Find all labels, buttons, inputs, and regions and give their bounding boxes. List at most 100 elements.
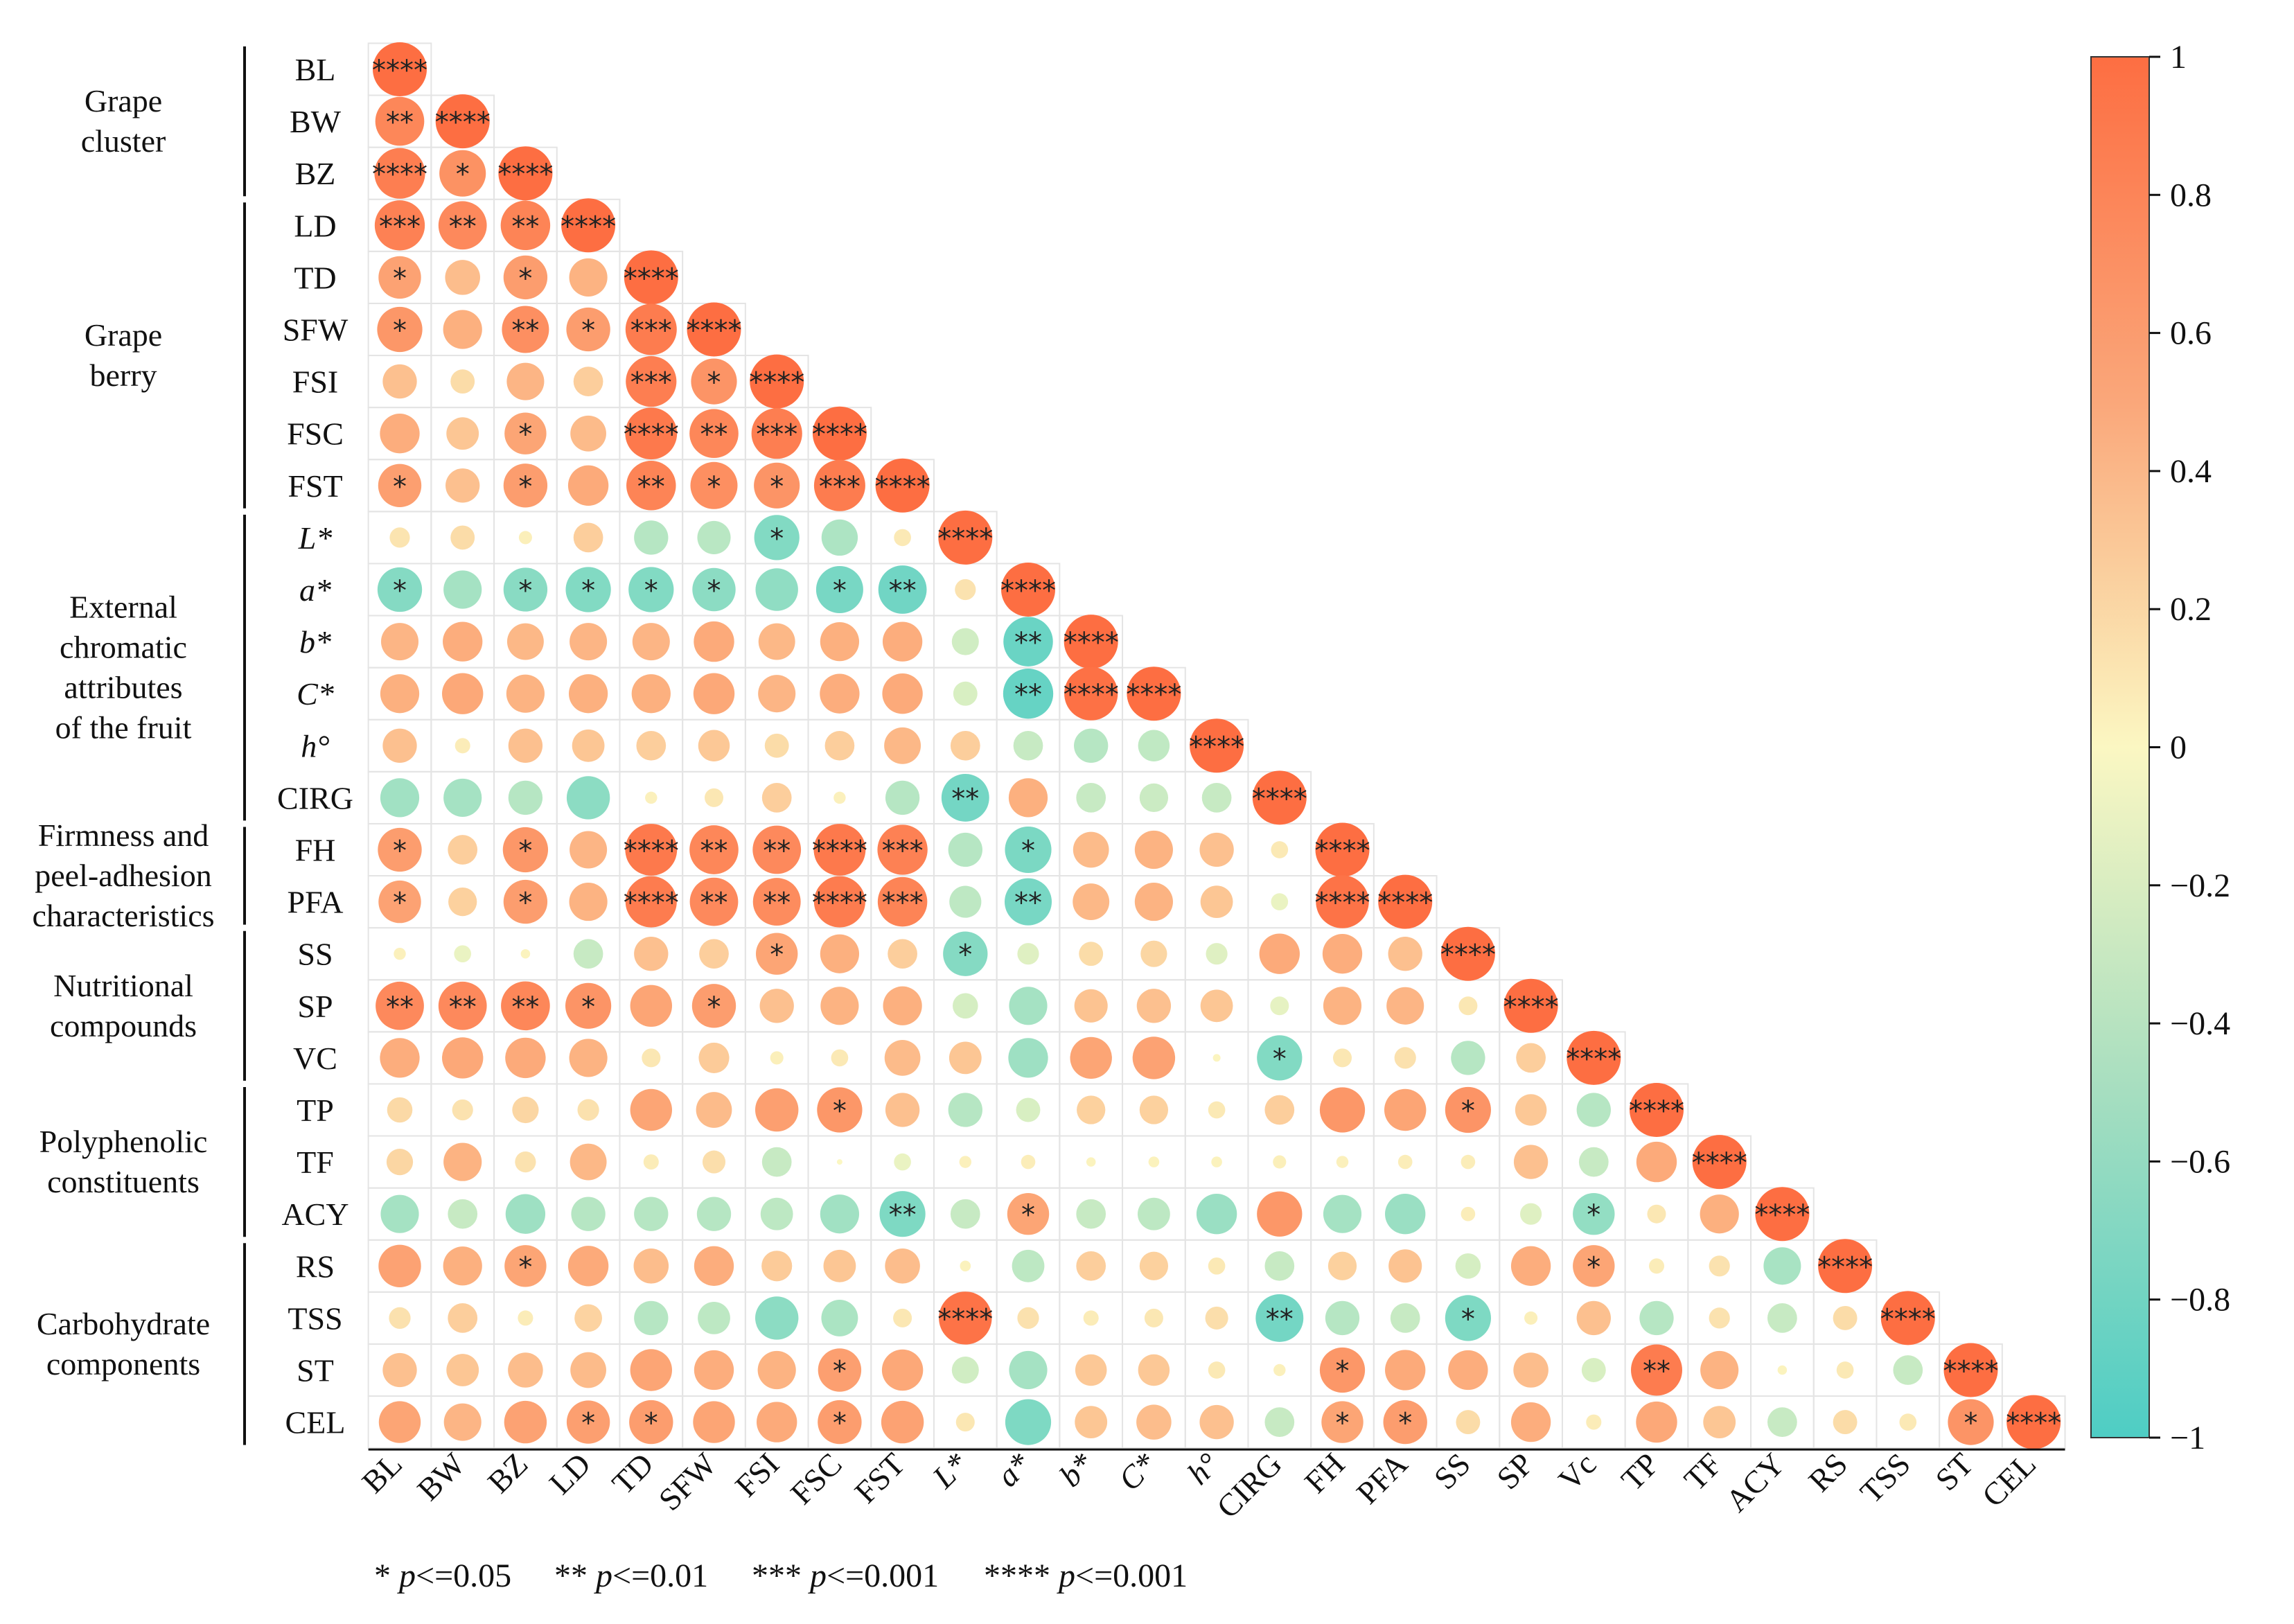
correlation-circle: [955, 579, 976, 601]
significance-mark: ****: [624, 888, 679, 919]
group-label: Grape: [85, 317, 162, 353]
correlation-circle: [634, 1300, 669, 1336]
correlation-circle: [1385, 1194, 1426, 1235]
correlation-circle: [875, 458, 930, 513]
row-label: CIRG: [277, 780, 353, 815]
correlation-circle: [1252, 770, 1307, 825]
correlation-circle: [1833, 1305, 1858, 1330]
correlation-circle: [573, 367, 603, 396]
correlation-circle: [1208, 1101, 1226, 1119]
correlation-circle: [1271, 841, 1289, 858]
group-label: berry: [89, 358, 157, 393]
significance-mark: ****: [875, 471, 930, 503]
correlation-circle: [1893, 1355, 1923, 1385]
significance-mark: *: [518, 836, 532, 867]
correlation-circle: [1070, 1036, 1112, 1079]
significance-mark: ****: [687, 315, 742, 347]
correlation-circle: [1003, 669, 1054, 719]
correlation-circle: [570, 1143, 607, 1181]
significance-mark: ***: [630, 315, 672, 347]
correlation-circle: [1264, 1095, 1295, 1125]
significance-mark: *: [1587, 1251, 1600, 1283]
row-label: ACY: [281, 1197, 348, 1232]
correlation-circle: [1836, 1361, 1854, 1379]
correlation-circle: [1581, 1358, 1606, 1382]
significance-mark: ***: [756, 419, 797, 451]
correlation-circle: [694, 621, 734, 662]
correlation-circle: [1273, 1363, 1286, 1377]
significance-mark: ****: [1692, 1147, 1747, 1179]
correlation-circle: [630, 985, 673, 1027]
row-label: SS: [297, 937, 333, 972]
correlation-circle: [380, 674, 420, 714]
correlation-circle: [821, 1299, 858, 1336]
correlation-circle: [567, 465, 609, 506]
significance-mark: *: [707, 991, 721, 1023]
significance-mark: *: [770, 523, 784, 555]
row-label: a*: [299, 572, 331, 608]
correlation-circle: [694, 1246, 734, 1286]
correlation-circle: [884, 1040, 921, 1076]
correlation-circle: [443, 570, 482, 609]
correlation-circle: [959, 1156, 972, 1168]
mark-layer: ****** ******** * ******* ** ** ***** * ***** ** *…: [372, 42, 2061, 1449]
correlation-circle: [1001, 563, 1055, 617]
column-label: FST: [848, 1446, 912, 1510]
significance-mark: ****: [1000, 575, 1056, 607]
correlation-circle: [636, 730, 667, 761]
significance-mark: *: [518, 263, 532, 294]
correlation-circle: [820, 621, 860, 662]
correlation-circle: [1319, 1087, 1366, 1133]
correlation-circle: [1127, 667, 1181, 721]
correlation-circle: [1576, 1093, 1611, 1127]
correlation-circle: [445, 260, 480, 295]
significance-mark: ****: [497, 159, 553, 191]
correlation-circle: [1076, 1251, 1106, 1281]
row-label: TP: [297, 1093, 334, 1128]
correlation-circle: [1461, 1206, 1476, 1221]
significance-mark: **: [763, 836, 791, 867]
correlation-circle: [943, 931, 988, 976]
correlation-circle: [752, 825, 802, 874]
row-label: BL: [295, 52, 336, 87]
significance-mark: ****: [1817, 1251, 1873, 1283]
group-label: peel-adhesion: [35, 858, 211, 893]
correlation-circle: [634, 937, 669, 971]
correlation-circle: [625, 303, 677, 355]
significance-mark: *: [770, 471, 784, 503]
correlation-circle: [1943, 1343, 1998, 1397]
correlation-circle: [568, 674, 608, 714]
correlation-circle: [1138, 1354, 1170, 1386]
correlation-circle: [885, 1248, 920, 1284]
correlation-circle: [498, 146, 553, 201]
significance-mark: ****: [1629, 1095, 1684, 1127]
significance-mark: *: [518, 575, 532, 607]
correlation-circle: [820, 673, 860, 714]
significance-mark: *: [393, 575, 407, 607]
correlation-circle: [689, 409, 739, 459]
correlation-circle: [1212, 1054, 1221, 1062]
correlation-circle: [1767, 1407, 1797, 1437]
column-label: ST: [1929, 1446, 1980, 1497]
column-label: SFW: [652, 1446, 723, 1517]
correlation-circle: [1709, 1307, 1730, 1329]
correlation-circle: [626, 461, 676, 511]
significance-mark: *: [518, 471, 532, 503]
group-label: of the fruit: [55, 710, 192, 745]
correlation-circle: [757, 1350, 796, 1390]
correlation-circle: [1075, 1406, 1108, 1438]
correlation-circle: [561, 198, 616, 253]
correlation-circle: [1199, 832, 1234, 867]
correlation-circle: [382, 364, 417, 399]
correlation-circle: [882, 621, 923, 662]
colorbar-tick-label: −1: [2170, 1420, 2205, 1456]
correlation-circle: [378, 1401, 421, 1443]
significance-mark: *: [393, 836, 407, 867]
correlation-circle: [1003, 617, 1053, 667]
row-label: LD: [294, 208, 336, 243]
correlation-circle: [1520, 1203, 1542, 1225]
correlation-circle: [1208, 1361, 1226, 1379]
correlation-circle: [1321, 1401, 1364, 1443]
correlation-circle: [443, 310, 482, 349]
correlation-circle: [1138, 730, 1170, 762]
